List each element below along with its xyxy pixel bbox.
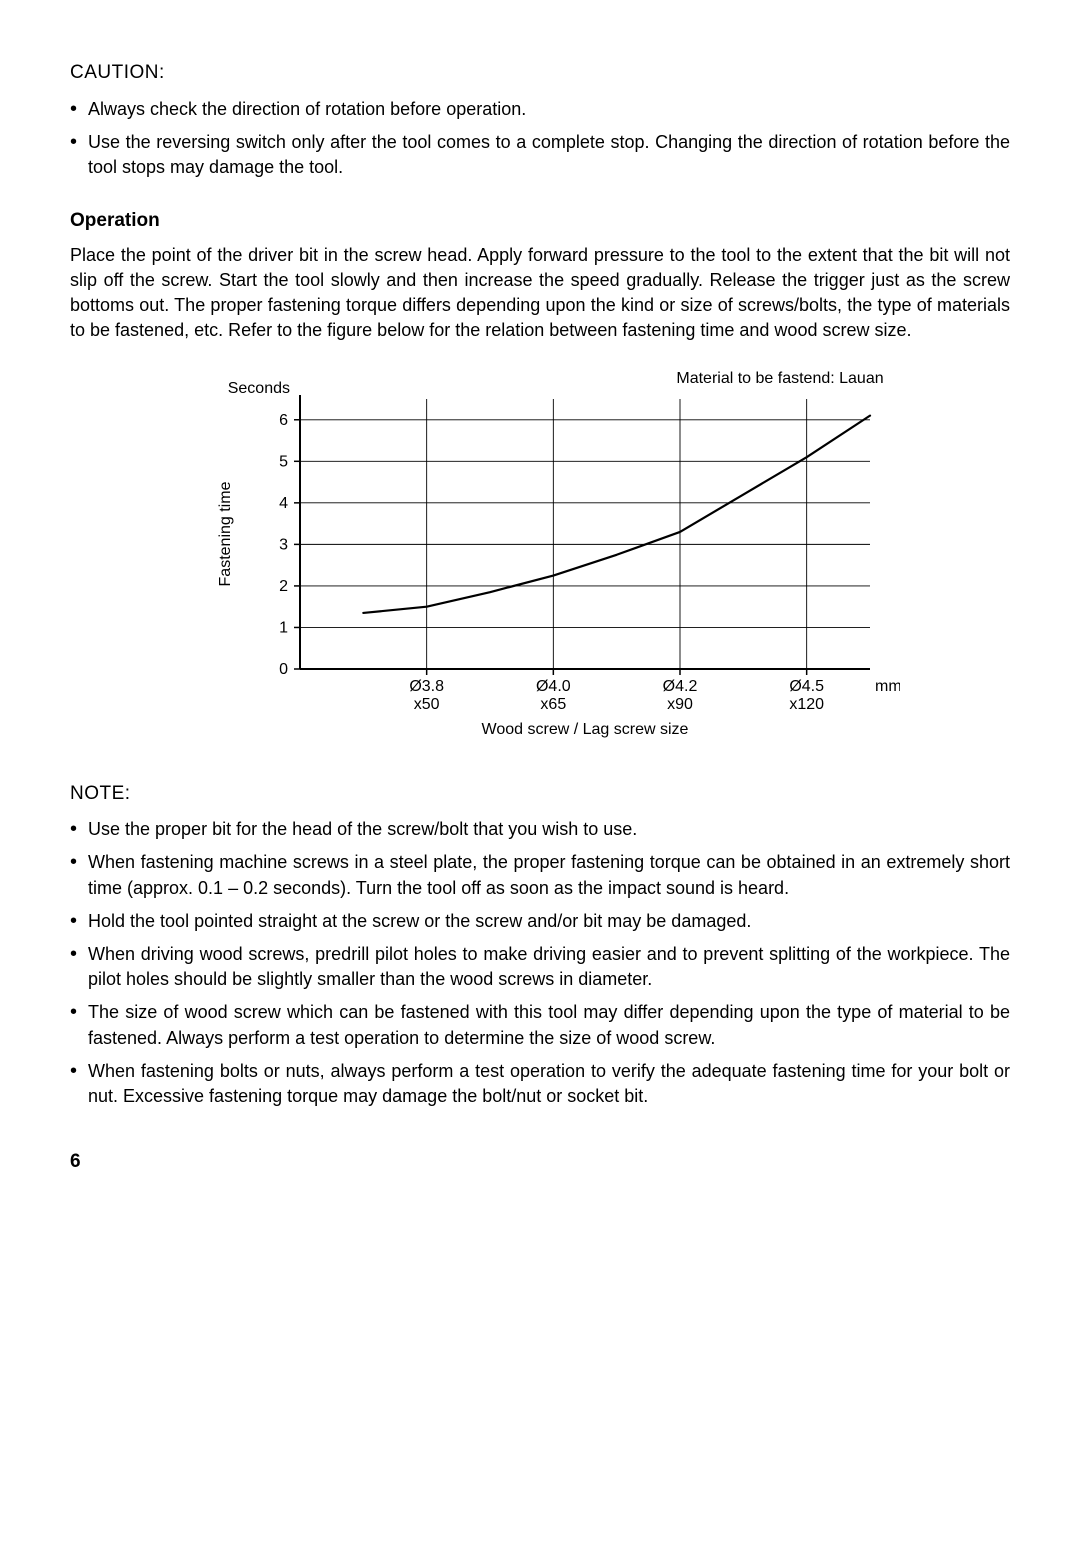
operation-heading: Operation xyxy=(70,208,1010,235)
svg-text:Wood screw / Lag screw size: Wood screw / Lag screw size xyxy=(482,721,689,738)
operation-body: Place the point of the driver bit in the… xyxy=(70,243,1010,344)
svg-text:1: 1 xyxy=(279,619,288,636)
caution-list: Always check the direction of rotation b… xyxy=(70,97,1010,181)
list-item: Use the reversing switch only after the … xyxy=(70,130,1010,180)
svg-text:Seconds: Seconds xyxy=(228,380,290,397)
list-item: Always check the direction of rotation b… xyxy=(70,97,1010,122)
list-item: When fastening machine screws in a steel… xyxy=(70,850,1010,900)
svg-text:Material to be fastend: Lauan: Material to be fastend: Lauan xyxy=(676,370,883,387)
svg-text:Ø4.5: Ø4.5 xyxy=(789,678,824,695)
note-heading: NOTE: xyxy=(70,781,1010,808)
note-list: Use the proper bit for the head of the s… xyxy=(70,817,1010,1109)
svg-text:Ø3.8: Ø3.8 xyxy=(409,678,444,695)
svg-text:Ø4.0: Ø4.0 xyxy=(536,678,571,695)
svg-text:x65: x65 xyxy=(540,696,566,713)
list-item: When fastening bolts or nuts, always per… xyxy=(70,1059,1010,1109)
svg-text:4: 4 xyxy=(279,494,288,511)
chart-svg: Material to be fastend: Lauan Seconds 0 1 2 3… xyxy=(180,369,900,749)
svg-text:mm: mm xyxy=(875,678,900,695)
svg-text:x90: x90 xyxy=(667,696,693,713)
caution-heading: CAUTION: xyxy=(70,60,1010,87)
svg-text:Ø4.2: Ø4.2 xyxy=(663,678,698,695)
list-item: The size of wood screw which can be fast… xyxy=(70,1000,1010,1050)
svg-text:2: 2 xyxy=(279,577,288,594)
svg-text:5: 5 xyxy=(279,453,288,470)
page-number: 6 xyxy=(70,1149,1010,1176)
svg-text:x120: x120 xyxy=(789,696,824,713)
fastening-chart: Material to be fastend: Lauan Seconds 0 1 2 3… xyxy=(180,369,900,756)
list-item: Use the proper bit for the head of the s… xyxy=(70,817,1010,842)
svg-text:3: 3 xyxy=(279,536,288,553)
svg-text:Fastening time: Fastening time xyxy=(217,481,234,586)
svg-text:0: 0 xyxy=(279,661,288,678)
list-item: When driving wood screws, predrill pilot… xyxy=(70,942,1010,992)
svg-text:x50: x50 xyxy=(414,696,440,713)
list-item: Hold the tool pointed straight at the sc… xyxy=(70,909,1010,934)
svg-text:6: 6 xyxy=(279,411,288,428)
